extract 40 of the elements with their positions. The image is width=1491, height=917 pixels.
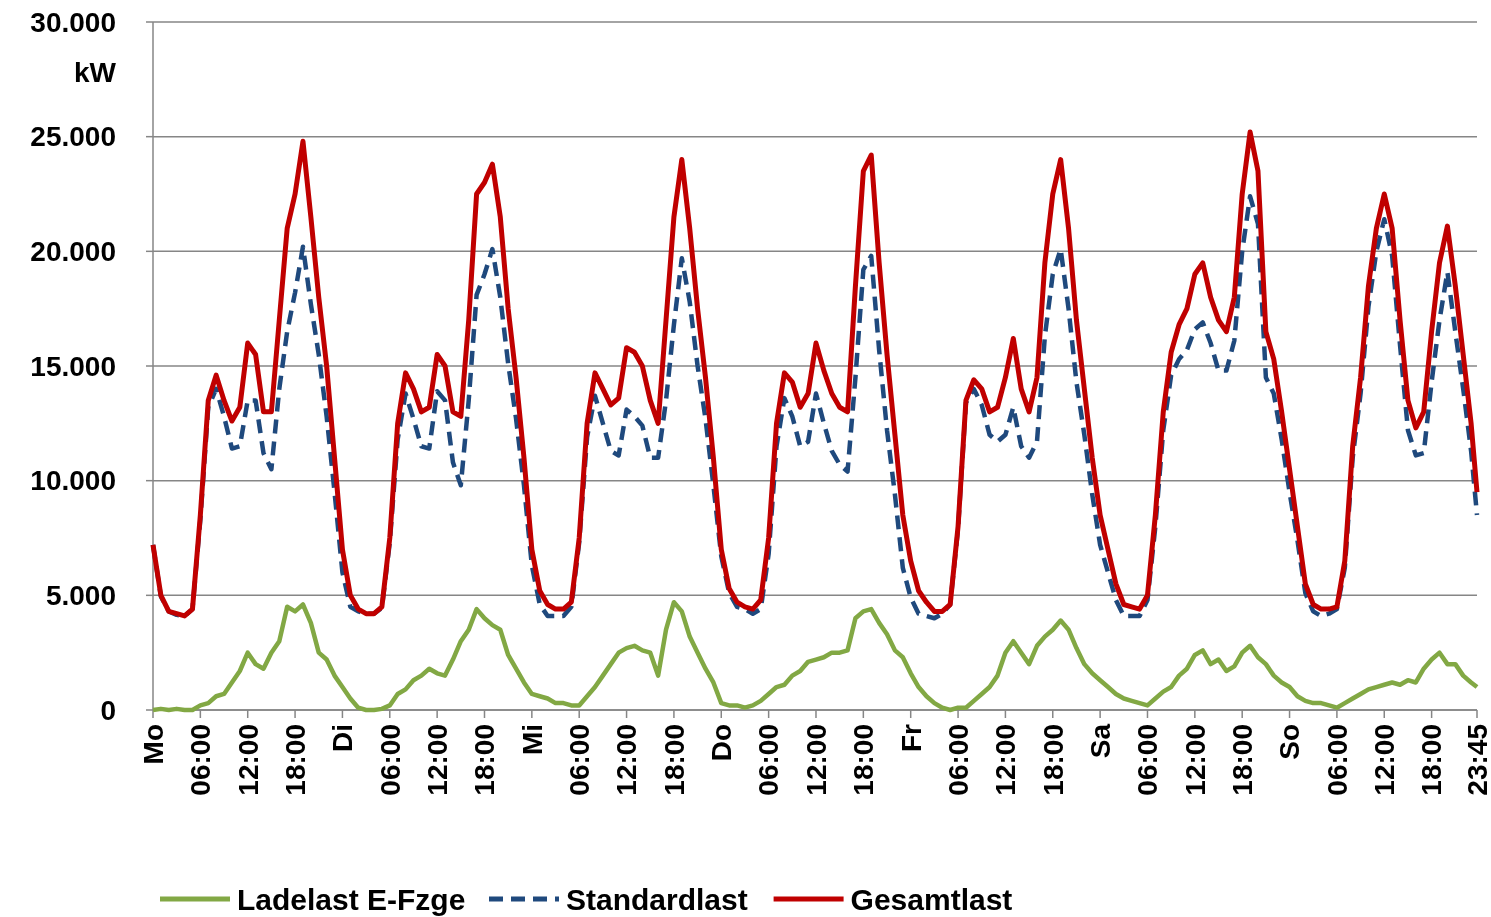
x-tick-label: 06:00 xyxy=(564,724,596,796)
y-tick-label: 10.000 xyxy=(30,465,116,497)
x-tick-label: 12:00 xyxy=(990,724,1022,796)
x-tick-label: Mi xyxy=(516,724,548,756)
x-tick-label: 12:00 xyxy=(611,724,643,796)
x-tick-label: 12:00 xyxy=(1369,724,1401,796)
x-tick-label: 18:00 xyxy=(279,724,311,796)
x-tick-label: 06:00 xyxy=(185,724,217,796)
x-tick-label: 06:00 xyxy=(1321,724,1353,796)
x-tick-label: Do xyxy=(706,724,738,762)
x-tick-label: 12:00 xyxy=(800,724,832,796)
x-tick-label: 12:00 xyxy=(1179,724,1211,796)
legend-label: Gesamtlast xyxy=(850,883,1013,916)
x-tick-label: 06:00 xyxy=(753,724,785,796)
x-tick-label: 18:00 xyxy=(1226,724,1258,796)
x-tick-label: Sa xyxy=(1084,723,1116,759)
x-tick-label: 12:00 xyxy=(232,724,264,796)
x-tick-label: 06:00 xyxy=(942,724,974,796)
y-tick-label: 5.000 xyxy=(45,580,116,612)
x-tick-label: 18:00 xyxy=(469,724,501,796)
x-tick-label: Di xyxy=(327,724,359,752)
y-tick-label: 25.000 xyxy=(30,121,116,153)
x-tick-label: 18:00 xyxy=(658,724,690,796)
y-tick-label: 30.000 xyxy=(30,6,116,38)
x-tick-label: 18:00 xyxy=(1037,724,1069,796)
y-tick-label: 15.000 xyxy=(30,350,116,382)
y-tick-label: 0 xyxy=(100,694,116,726)
x-tick-label: So xyxy=(1274,724,1306,760)
x-tick-label: 18:00 xyxy=(1416,724,1448,796)
legend-label: Ladelast E-Fzge xyxy=(237,883,466,916)
x-tick-label: 06:00 xyxy=(1132,724,1164,796)
x-tick-label: 06:00 xyxy=(374,724,406,796)
y-axis-title: kW xyxy=(74,56,117,88)
x-tick-label: 12:00 xyxy=(421,724,453,796)
x-tick-label: Fr xyxy=(895,723,927,752)
x-tick-label: 23:45 xyxy=(1461,724,1491,796)
legend-label: Standardlast xyxy=(566,883,748,916)
y-tick-label: 20.000 xyxy=(30,236,116,268)
x-tick-label: 18:00 xyxy=(848,724,880,796)
x-tick-label: Mo xyxy=(137,724,169,765)
